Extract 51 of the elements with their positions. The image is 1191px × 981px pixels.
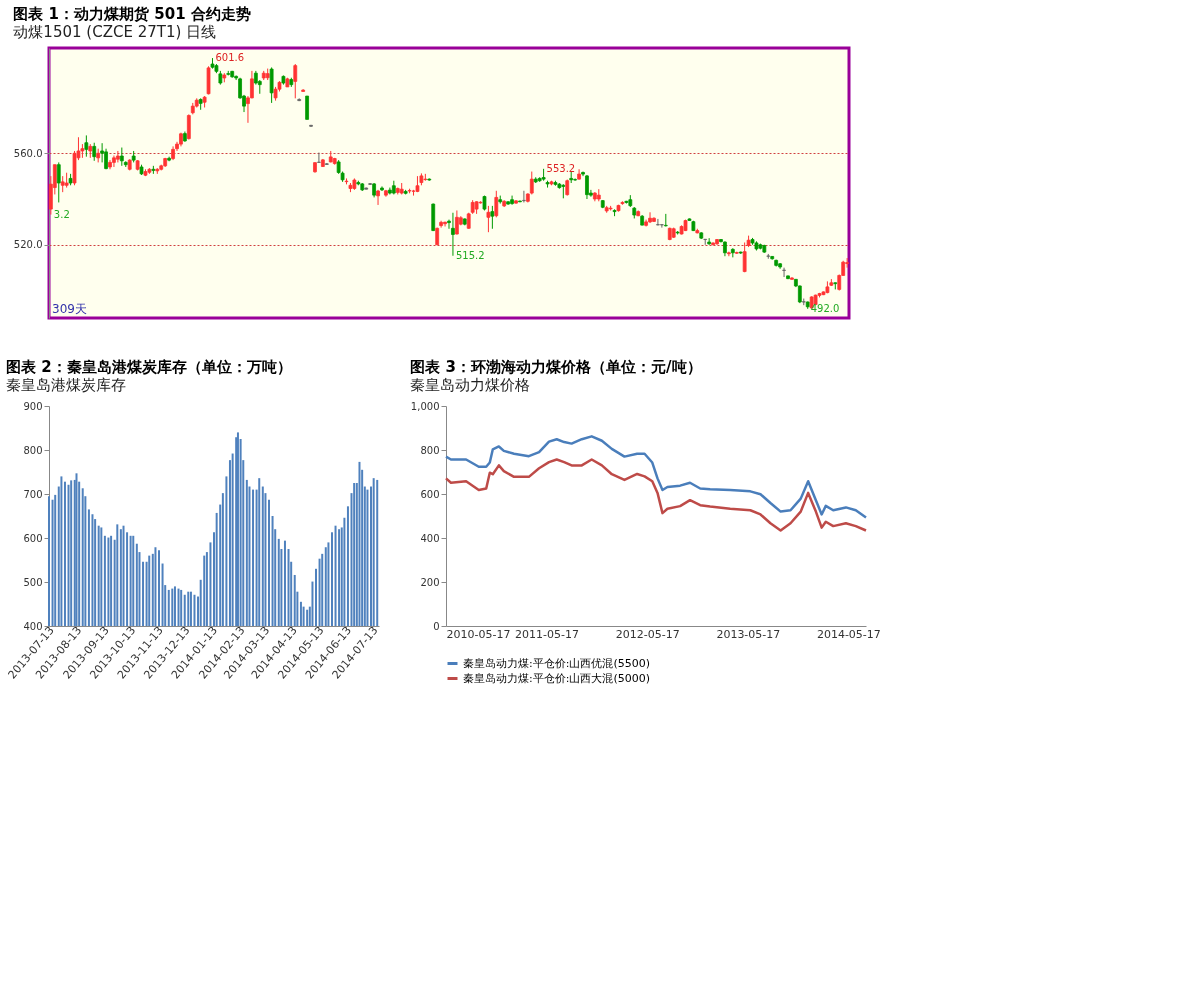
candlestick xyxy=(112,155,116,168)
candlestick xyxy=(317,152,321,164)
chart-title: 图表 2：秦皇岛港煤炭库存（单位：万吨） xyxy=(5,358,292,376)
line-series xyxy=(444,458,868,532)
annotation: 515.2 xyxy=(455,249,485,261)
x-tick-label: 2012-05-17 xyxy=(615,627,680,641)
candlestick xyxy=(305,95,309,120)
y-tick-label: 0 xyxy=(433,620,440,632)
chart-title: 图表 1：动力煤期货 501 合约走势 xyxy=(13,5,251,23)
candlestick xyxy=(648,211,652,224)
candlestick xyxy=(451,212,455,257)
chart-subtitle: 动煤1501 (CZCE 27T1) 日线 xyxy=(13,23,217,41)
candlestick xyxy=(782,267,786,278)
x-tick-label: 2010-05-17 xyxy=(446,627,511,641)
annotation: 492.0 xyxy=(810,302,840,314)
candlestick xyxy=(455,209,459,235)
x-tick-label: 2013-05-17 xyxy=(716,627,781,641)
legend-label: 秦皇岛动力煤:平仓价:山西优混(5500) xyxy=(463,656,650,670)
y-tick-label: 700 xyxy=(23,488,43,500)
annotation: 601.6 xyxy=(215,52,245,64)
chart-subtitle: 秦皇岛动力煤价格 xyxy=(410,376,531,394)
line-series xyxy=(444,435,868,519)
candlestick xyxy=(659,224,664,229)
x-tick-label: 2014-05-17 xyxy=(816,627,881,641)
annotation: 553.2 xyxy=(546,162,576,174)
candlestick xyxy=(585,174,589,200)
candlestick xyxy=(116,150,120,163)
candlestick xyxy=(656,218,660,226)
chart-subtitle: 秦皇岛港煤炭库存 xyxy=(5,376,126,394)
y-tick-label: 900 xyxy=(23,400,43,412)
y-tick-label: 600 xyxy=(23,532,43,544)
y-tick-label: 800 xyxy=(23,444,43,456)
annotation: 3.2 xyxy=(53,208,70,220)
candlestick xyxy=(376,189,380,206)
candlestick xyxy=(293,63,298,99)
chart-title: 图表 3：环渤海动力煤价格（单位：元/吨） xyxy=(410,358,702,376)
y-tick-label: 800 xyxy=(420,444,440,456)
y-tick-label: 520.0 xyxy=(13,239,43,251)
candlestick xyxy=(119,147,124,167)
candlestick xyxy=(490,205,495,230)
legend-label: 秦皇岛动力煤:平仓价:山西大混(5000) xyxy=(463,671,650,685)
y-tick-label: 560.0 xyxy=(13,147,43,159)
y-tick-label: 600 xyxy=(420,488,440,500)
annotation: 309天 xyxy=(52,302,87,316)
y-tick-label: 1,000 xyxy=(410,400,440,412)
y-tick-label: 500 xyxy=(23,576,43,588)
y-tick-label: 400 xyxy=(420,532,440,544)
x-tick-label: 2011-05-17 xyxy=(515,627,579,641)
candlestick xyxy=(56,161,61,203)
y-tick-label: 200 xyxy=(420,576,440,588)
candlestick xyxy=(522,190,526,203)
